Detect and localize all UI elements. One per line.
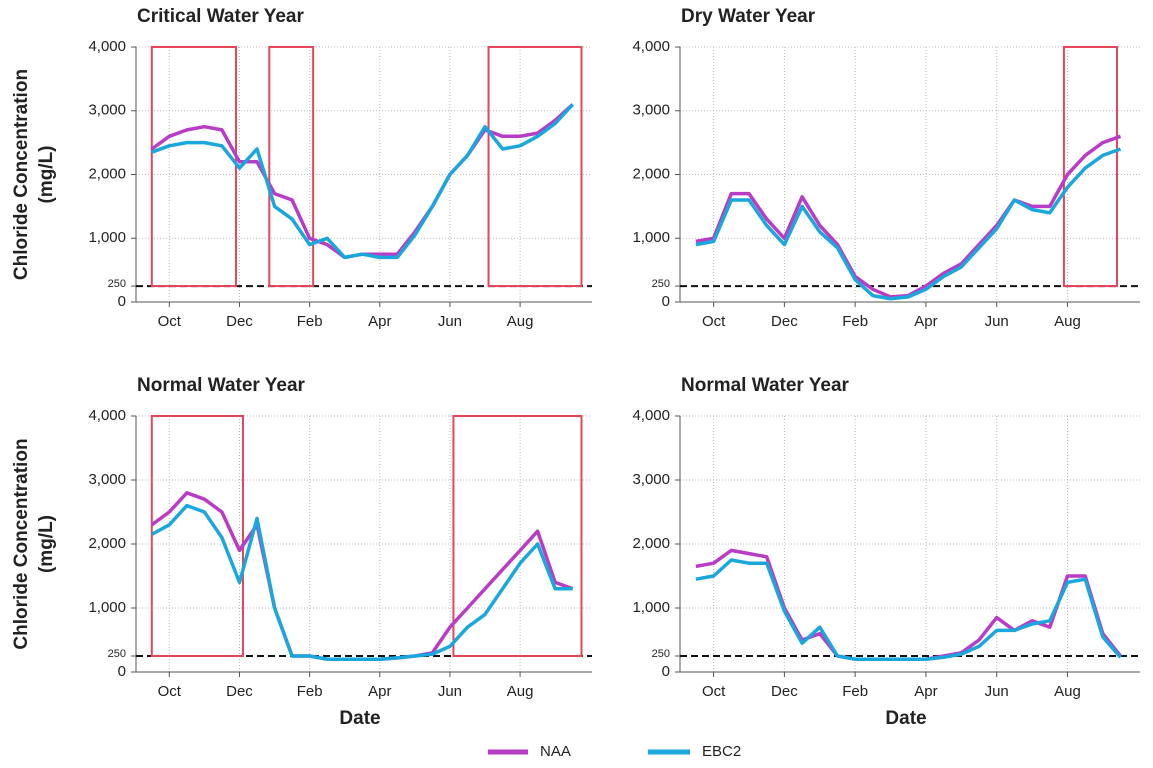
series-line [151,103,574,260]
x-tick-label: Dec [226,683,253,700]
x-tick-label: Jun [438,683,462,700]
y-tick-label: 4,000 [88,407,126,424]
series-line [150,103,574,260]
x-tick-label: Oct [158,313,182,330]
y-tick-label: 0 [662,293,670,310]
x-tick-label: Jun [985,313,1009,330]
y-tick-label: 4,000 [632,38,670,55]
x-axis-label: Date [339,708,380,729]
x-tick-label: Aug [1054,683,1081,700]
y-tick-label: 250 [652,278,670,290]
y-tick-label: 1,000 [88,229,126,246]
y-axis-label: Chloride Concentration [11,69,32,280]
highlight-box [1062,46,1119,288]
y-tick-label: 3,000 [632,102,670,119]
legend-label: EBC2 [702,743,741,760]
x-axis-label: Date [885,708,926,729]
x-tick-label: Aug [1054,313,1081,330]
y-tick-label: 250 [652,648,670,660]
y-tick-label: 1,000 [632,229,670,246]
y-axis-label: Chloride Concentration [11,438,32,649]
series-line [695,558,1122,661]
highlight-box [268,46,315,288]
y-tick-label: 3,000 [632,471,670,488]
y-tick-label: 250 [108,648,126,660]
x-tick-label: Oct [702,313,726,330]
chart-title: Normal Water Year [681,375,850,396]
x-tick-label: Jun [985,683,1009,700]
x-tick-label: Aug [507,683,534,700]
y-tick-label: 2,000 [632,165,670,182]
y-tick-label: 2,000 [632,535,670,552]
x-tick-label: Apr [368,313,391,330]
x-tick-label: Feb [842,683,868,700]
series-line [695,147,1122,301]
y-tick-label: 250 [108,278,126,290]
y-tick-label: 4,000 [88,38,126,55]
y-axis-label: (mg/L) [36,515,57,573]
x-tick-label: Apr [368,683,391,700]
x-tick-label: Oct [702,683,726,700]
highlight-box [150,415,244,657]
chart-title: Dry Water Year [681,6,816,27]
x-tick-label: Dec [771,313,798,330]
highlight-box [452,415,583,657]
x-tick-label: Feb [297,313,323,330]
x-tick-label: Apr [914,683,937,700]
y-axis-label: (mg/L) [36,145,57,203]
y-tick-label: 2,000 [88,535,126,552]
y-tick-label: 0 [118,293,126,310]
x-tick-label: Feb [842,313,868,330]
x-tick-label: Dec [771,683,798,700]
x-tick-label: Aug [507,313,534,330]
legend-label: NAA [540,743,571,760]
y-tick-label: 3,000 [88,471,126,488]
y-tick-label: 3,000 [88,102,126,119]
y-tick-label: 2,000 [88,165,126,182]
x-tick-label: Jun [438,313,462,330]
chart-title: Normal Water Year [137,375,306,396]
y-tick-label: 0 [118,663,126,680]
chart-title: Critical Water Year [137,6,304,27]
x-tick-label: Apr [914,313,937,330]
x-tick-label: Dec [226,313,253,330]
y-tick-label: 1,000 [88,599,126,616]
x-tick-label: Oct [158,683,182,700]
highlight-box [487,46,583,288]
x-tick-label: Feb [297,683,323,700]
highlight-box [150,46,237,288]
y-tick-label: 0 [662,663,670,680]
series-line [150,503,573,661]
y-tick-label: 4,000 [632,407,670,424]
y-tick-label: 1,000 [632,599,670,616]
